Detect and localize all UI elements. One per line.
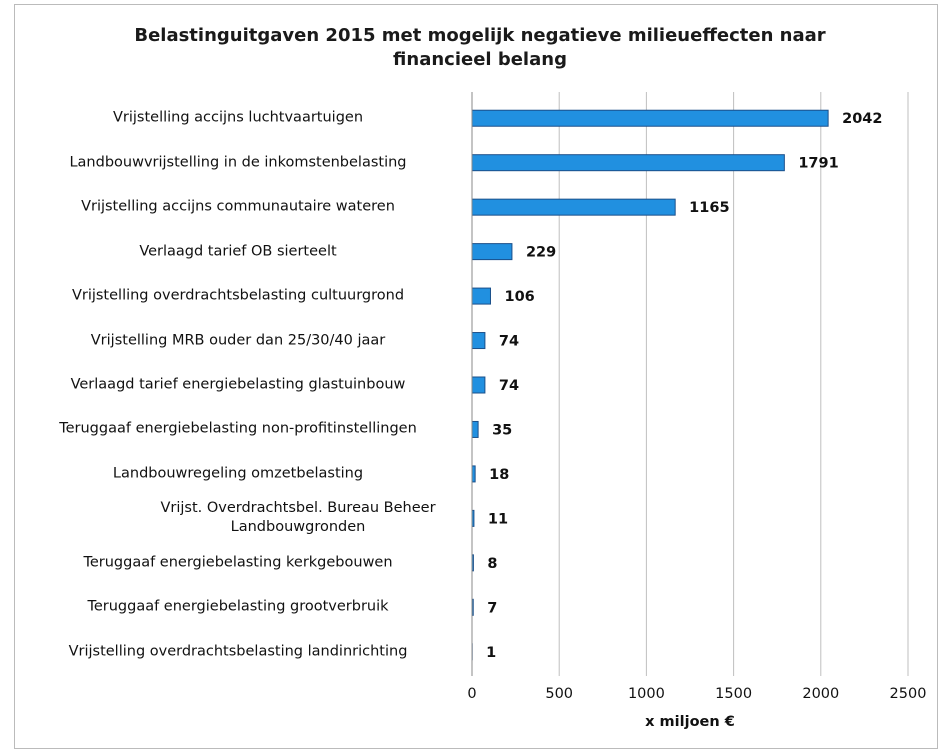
y-tick-label: Vrijst. Overdrachtsbel. Bureau Beheer La… [160, 500, 436, 536]
x-tick-label: 0 [467, 686, 476, 702]
value-label: 2042 [842, 111, 882, 127]
bar [471, 376, 486, 394]
frame [14, 4, 938, 749]
x-tick-label: 500 [545, 686, 573, 702]
y-tick-label: Teruggaaf energiebelasting non-profitins… [59, 420, 417, 437]
value-label: 8 [487, 556, 497, 572]
y-tick-label: Teruggaaf energiebelasting grootverbruik [87, 598, 389, 615]
y-tick-label: Vrijstelling accijns luchtvaartuigen [112, 109, 364, 126]
y-tick-label: Vrijstelling overdrachtsbelasting landin… [68, 643, 408, 660]
bar [471, 332, 486, 350]
y-tick-label: Landbouwvrijstelling in de inkomstenbela… [69, 154, 407, 171]
value-label: 106 [504, 289, 534, 305]
chart-title: Belastinguitgaven 2015 met mogelijk nega… [134, 25, 826, 70]
bar [471, 420, 479, 438]
bar [471, 287, 491, 305]
y-tick-label: Vrijstelling overdrachtsbelasting cultuu… [71, 287, 405, 304]
bar [471, 243, 513, 261]
value-label: 1 [486, 645, 496, 661]
value-label: 35 [492, 422, 512, 438]
x-tick-label: 2000 [802, 686, 839, 702]
y-tick-label: Vrijstelling MRB ouder dan 25/30/40 jaar [90, 332, 386, 349]
value-label: 18 [489, 467, 509, 483]
value-label: 1165 [689, 200, 729, 216]
value-label: 1791 [798, 156, 838, 172]
value-label: 11 [488, 511, 508, 527]
value-label: 74 [499, 378, 519, 394]
x-tick-label: 2500 [890, 686, 927, 702]
y-tick-label: Verlaagd tarief energiebelasting glastui… [70, 376, 406, 393]
bar [471, 198, 676, 216]
x-tick-label: 1500 [715, 686, 752, 702]
value-label: 229 [526, 245, 556, 261]
bar [471, 154, 785, 172]
x-axis-title: x miljoen € [645, 714, 735, 730]
bar [471, 109, 829, 127]
x-tick-label: 1000 [628, 686, 665, 702]
value-label: 7 [487, 600, 497, 616]
value-label: 74 [499, 334, 519, 350]
y-tick-label: Teruggaaf energiebelasting kerkgebouwen [83, 554, 393, 571]
y-tick-label: Landbouwregeling omzetbelasting [112, 465, 364, 482]
y-tick-label: Verlaagd tarief OB sierteelt [139, 243, 337, 260]
y-tick-label: Vrijstelling accijns communautaire water… [81, 198, 395, 215]
